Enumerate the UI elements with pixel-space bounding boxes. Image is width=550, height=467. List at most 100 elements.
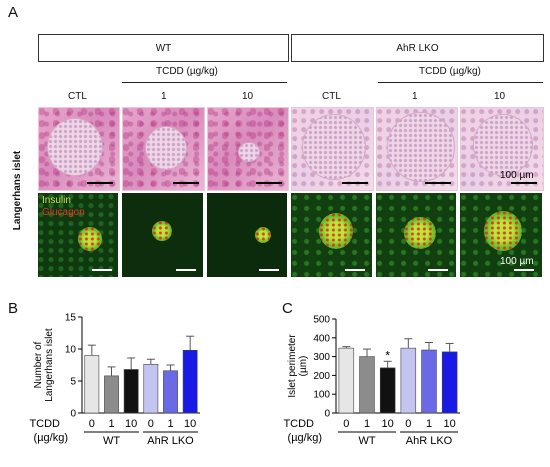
y-tick-label: 15 — [65, 313, 77, 324]
y-tick-label: 500 — [313, 315, 330, 326]
fl-islet — [152, 221, 172, 241]
bar — [441, 351, 458, 414]
x-tick-label: 0 — [405, 418, 411, 430]
he-islet — [145, 126, 187, 170]
scale-bar — [173, 182, 199, 184]
scale-bar — [514, 269, 534, 271]
fluorescence-micrograph — [207, 193, 287, 277]
fl-islet — [484, 211, 522, 251]
fluorescence-micrograph — [122, 193, 203, 277]
group-label: AhR LKO — [147, 435, 194, 447]
bar — [143, 364, 159, 414]
x-tick-label: 1 — [364, 418, 370, 430]
scale-bar — [345, 269, 365, 271]
he-micrograph — [291, 107, 374, 191]
treatment-title-ahr: TCDD (µg/kg) — [419, 66, 481, 77]
column-label: 10 — [242, 91, 254, 102]
scale-label-fl: 100 µm — [500, 256, 534, 267]
scale-label-he: 100 µm — [500, 170, 534, 181]
stain-label-glucagon: Glucagon — [42, 207, 85, 218]
y-tick-label: 400 — [313, 333, 330, 344]
treatment-underline-ahr — [378, 82, 543, 83]
bar — [359, 356, 375, 414]
group-label: WT — [103, 435, 120, 447]
bar — [338, 347, 355, 414]
bar — [104, 375, 119, 414]
fluorescence-micrograph — [291, 193, 372, 277]
fluorescence-micrograph — [376, 193, 456, 277]
significance-marker: * — [385, 348, 390, 362]
treatment-title-wt: TCDD (µg/kg) — [156, 66, 218, 77]
x-row-unit: (µg/kg) — [288, 432, 322, 444]
x-row-label: TCDD — [283, 418, 314, 430]
he-islet — [387, 112, 455, 182]
y-axis-label: Number of — [33, 341, 44, 388]
bar — [182, 349, 198, 414]
column-label: CTL — [322, 91, 341, 102]
panel-label-a: A — [8, 4, 19, 21]
y-tick-label: 300 — [313, 352, 330, 363]
scale-bar — [425, 182, 451, 184]
bar — [400, 347, 417, 414]
y-tick-label: 10 — [65, 345, 77, 356]
x-tick-label: 0 — [343, 418, 349, 430]
x-row-label: TCDD — [29, 418, 60, 430]
bar-chart-islet-number: 0 5 10 15 Number of Langerhans islet 0 1 10 0 1 10 T… — [29, 313, 200, 447]
scale-bar — [176, 269, 196, 271]
x-tick-label: 10 — [444, 418, 456, 430]
y-tick-label: 0 — [324, 409, 330, 420]
group-label-ahr-lko: AhR LKO — [396, 42, 439, 54]
treatment-underline-wt — [122, 82, 287, 83]
x-tick-label: 1 — [108, 418, 114, 430]
y-tick-label: 100 — [313, 390, 330, 401]
row-label: Langerhans islet — [12, 150, 24, 231]
x-tick-label: 10 — [184, 418, 196, 430]
column-label: 1 — [161, 91, 167, 102]
bar — [379, 367, 396, 414]
scale-bar — [87, 182, 113, 184]
scale-bar — [256, 182, 282, 184]
x-tick-label: 1 — [426, 418, 432, 430]
y-axis-label: Islet perimeter — [287, 334, 298, 398]
x-tick-label: 0 — [89, 418, 95, 430]
group-label: WT — [358, 435, 375, 447]
he-islet — [473, 114, 533, 176]
column-label: 1 — [412, 91, 418, 102]
bar — [421, 349, 437, 414]
column-label: CTL — [68, 91, 87, 102]
scale-bar — [342, 182, 368, 184]
fl-islet — [319, 213, 353, 249]
bar — [84, 355, 100, 414]
fl-islet — [78, 227, 102, 251]
fluorescence-micrograph — [38, 193, 118, 277]
panel-label-b: B — [8, 300, 19, 317]
x-tick-label: 10 — [382, 418, 394, 430]
he-islet — [302, 114, 366, 180]
scale-bar — [92, 269, 112, 271]
bar — [163, 370, 178, 414]
he-micrograph — [122, 107, 205, 191]
group-label: AhR LKO — [406, 435, 453, 447]
he-micrograph — [376, 107, 458, 191]
x-tick-label: 1 — [167, 418, 173, 430]
x-row-unit: (µg/kg) — [34, 432, 68, 444]
fluorescence-micrograph — [460, 193, 542, 277]
y-axis-label: Langerhans islet — [44, 328, 55, 402]
stain-label-insulin: Insulin — [42, 195, 71, 206]
bar — [123, 369, 139, 414]
x-tick-label: 0 — [148, 418, 154, 430]
y-tick-label: 5 — [70, 377, 76, 388]
he-islet — [238, 142, 260, 162]
he-micrograph — [38, 107, 120, 191]
he-micrograph — [207, 107, 289, 191]
he-micrograph — [460, 107, 544, 191]
group-box-wt: WT — [38, 34, 289, 62]
group-label-wt: WT — [155, 42, 172, 54]
x-tick-label: 10 — [125, 418, 137, 430]
y-tick-label: 200 — [313, 371, 330, 382]
fl-islet — [255, 227, 271, 243]
scale-bar — [428, 269, 448, 271]
he-islet — [47, 118, 103, 176]
scale-bar — [259, 269, 279, 271]
